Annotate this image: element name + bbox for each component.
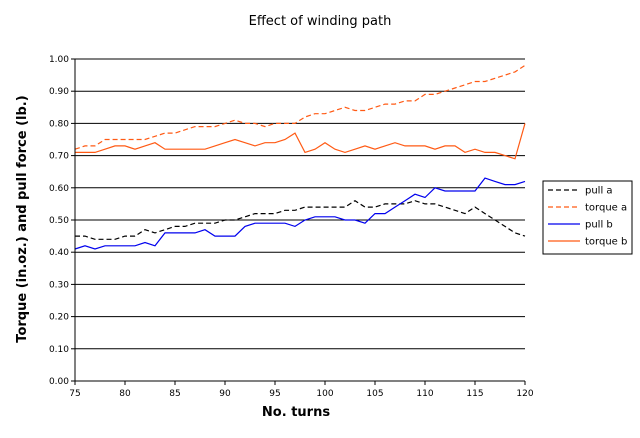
y-tick-label: 0.20 bbox=[49, 313, 69, 323]
series-lines bbox=[74, 64, 526, 250]
x-tick-label: 115 bbox=[466, 389, 483, 399]
gridlines bbox=[75, 58, 525, 382]
x-tick-label: 120 bbox=[516, 389, 533, 399]
series-line-pull-b bbox=[74, 177, 526, 250]
y-tick-label: 0.90 bbox=[49, 87, 69, 97]
x-axis-label: No. turns bbox=[262, 405, 330, 420]
y-tick-label: 0.80 bbox=[49, 119, 69, 129]
chart-title: Effect of winding path bbox=[249, 14, 392, 29]
legend-label-torque-b: torque b bbox=[585, 237, 627, 248]
y-tick-label: 0.70 bbox=[49, 152, 69, 162]
legend-label-pull-a: pull a bbox=[585, 186, 613, 197]
x-tick-label: 90 bbox=[219, 389, 231, 399]
x-tick-label: 95 bbox=[269, 389, 280, 399]
legend: pull a torque a pull b torque b bbox=[542, 180, 633, 255]
y-tick-labels: 0.00 0.10 0.20 0.30 0.40 0.50 0.60 0.70 0.80 0.90… bbox=[49, 55, 75, 387]
legend-label-pull-b: pull b bbox=[585, 220, 613, 231]
y-tick-label: 0.60 bbox=[49, 184, 69, 194]
y-tick-label: 0.50 bbox=[49, 216, 69, 226]
legend-box bbox=[542, 180, 633, 255]
x-tick-label: 100 bbox=[316, 389, 333, 399]
y-tick-label: 0.30 bbox=[49, 280, 69, 290]
y-tick-label: 0.10 bbox=[49, 345, 69, 355]
x-tick-label: 80 bbox=[119, 389, 131, 399]
series-line-torque-b bbox=[75, 123, 526, 160]
series-line-pull-a bbox=[75, 199, 526, 240]
legend-label-torque-a: torque a bbox=[585, 203, 627, 214]
series-line-torque-a bbox=[74, 64, 526, 150]
x-tick-label: 85 bbox=[169, 389, 180, 399]
y-tick-label: 0.40 bbox=[49, 248, 69, 258]
x-tick-labels: 75 80 85 90 95 100 105 110 115 120 bbox=[69, 381, 534, 399]
x-tick-label: 110 bbox=[416, 389, 433, 399]
y-tick-label: 1.00 bbox=[49, 55, 69, 65]
x-tick-label: 75 bbox=[69, 389, 80, 399]
y-tick-label: 0.00 bbox=[49, 377, 69, 387]
x-tick-label: 105 bbox=[366, 389, 383, 399]
y-axis-label: Torque (in.oz.) and pull force (lb.) bbox=[15, 95, 30, 342]
